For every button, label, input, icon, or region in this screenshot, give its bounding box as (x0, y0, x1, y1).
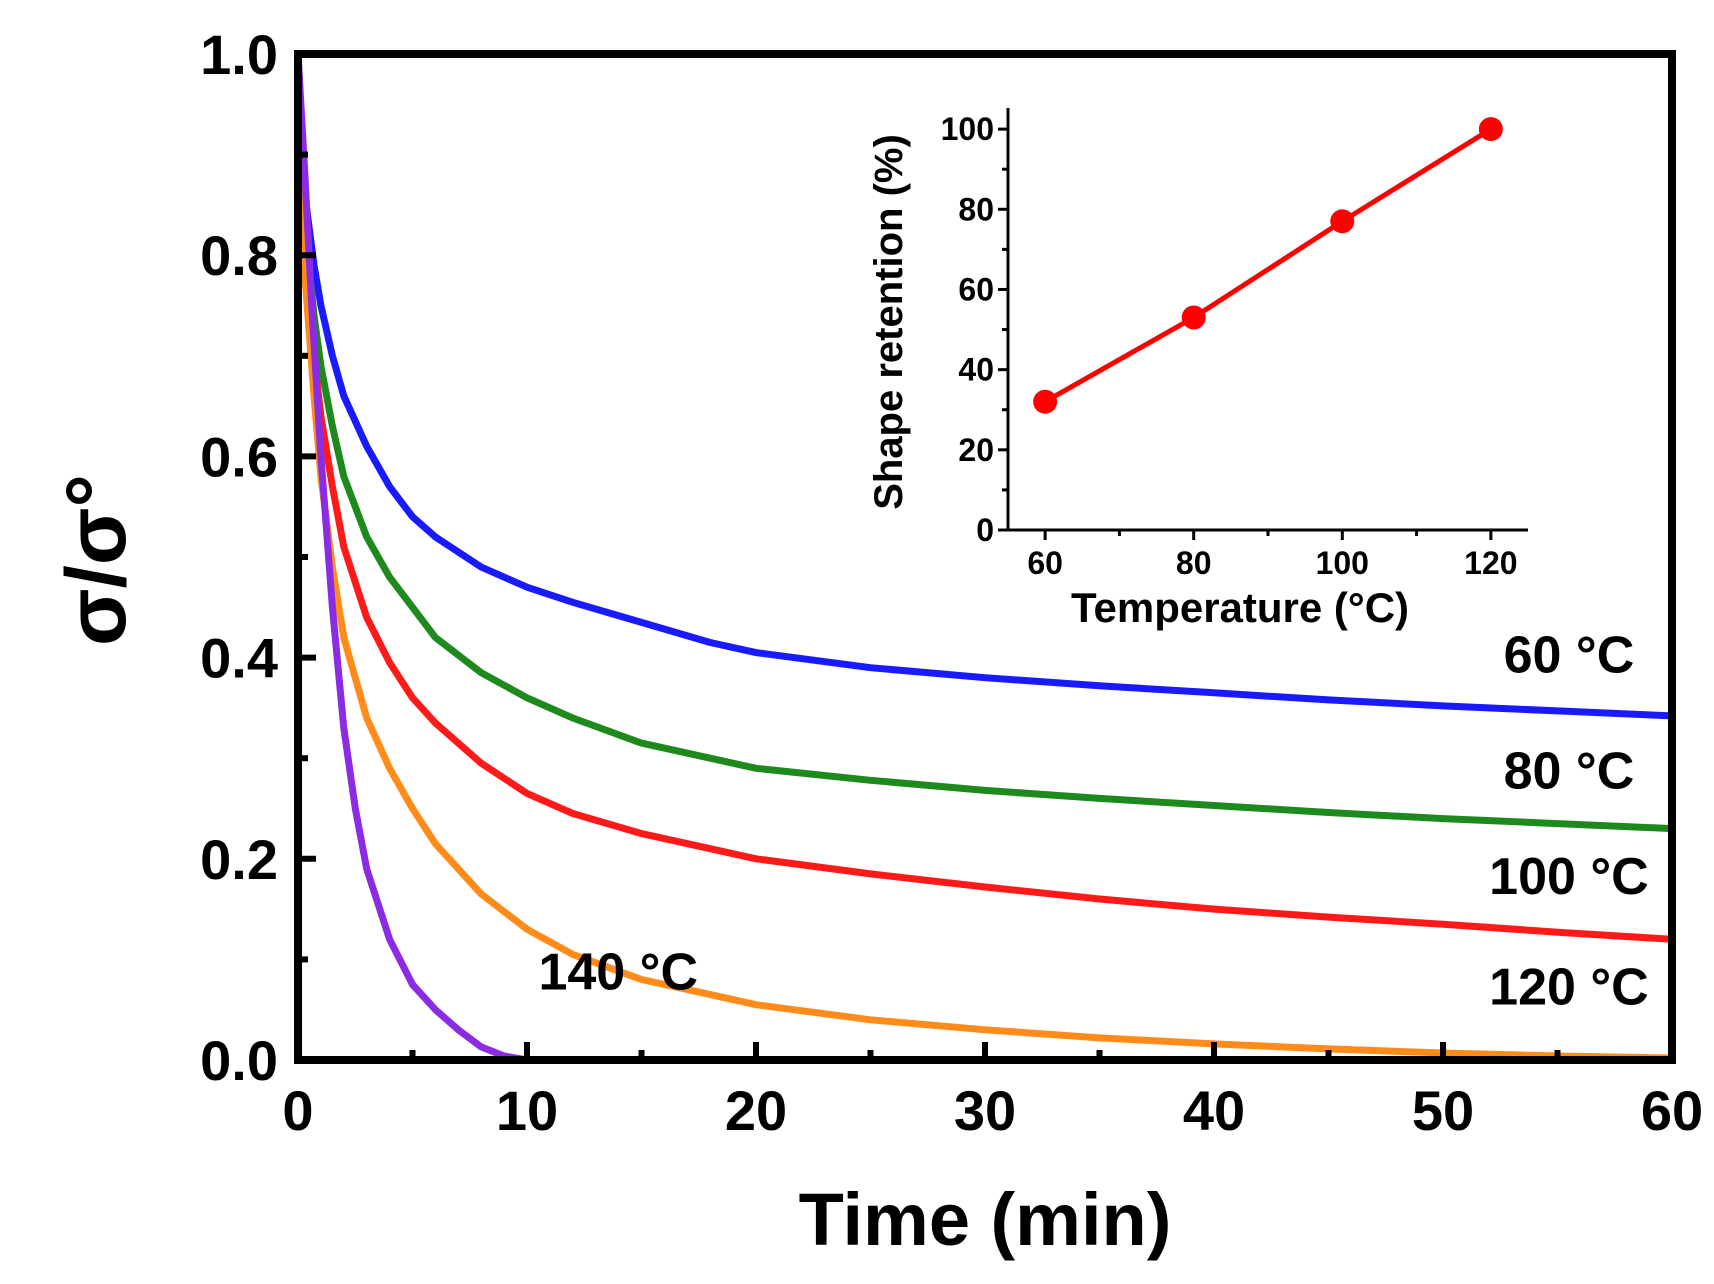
series-line-80c (294, 50, 1676, 833)
inset-y-tick-label: 60 (958, 271, 994, 307)
inset-y-tick-label: 80 (958, 191, 994, 227)
inset-series-line (1043, 126, 1493, 404)
inset-x-tick-label: 60 (1027, 545, 1063, 581)
main-y-tick-label: 0.4 (200, 627, 278, 690)
inset-data-point (1478, 117, 1503, 142)
inset-x-tick-label: 80 (1176, 545, 1212, 581)
main-y-tick-label: 1.0 (200, 23, 278, 86)
inset-y-tick-label: 20 (958, 432, 994, 468)
main-x-tick-label: 10 (496, 1079, 558, 1142)
inset-y-axis-title: Shape retention (%) (867, 134, 911, 510)
inset-x-tick-label: 100 (1316, 545, 1369, 581)
main-y-tick-label: 0.2 (200, 828, 278, 891)
main-y-axis-title: σ/σ° (49, 474, 143, 646)
main-ticks: 0 10 20 30 40 50 60 0.0 0.2 0.4 0.6 0.8 1.0 (200, 23, 1703, 1142)
inset-y-tick-label: 40 (958, 352, 994, 388)
main-x-tick-label: 20 (725, 1079, 787, 1142)
main-y-tick-label: 0.0 (200, 1029, 278, 1092)
main-y-tick-label: 0.6 (200, 425, 278, 488)
main-chart: 0 10 20 30 40 50 60 0.0 0.2 0.4 0.6 0.8 1.0 60 °C 80 … (49, 23, 1703, 1261)
main-series-labels: 60 °C 80 °C 100 °C 120 °C 140 °C (538, 627, 1648, 1017)
series-label-80c: 80 °C (1504, 742, 1635, 800)
series-line-100c (294, 50, 1676, 943)
series-label-100c: 100 °C (1489, 848, 1649, 906)
main-x-axis-title: Time (min) (799, 1178, 1172, 1261)
inset-data-point (1330, 209, 1355, 234)
main-curves (294, 50, 1676, 1064)
main-x-tick-label: 40 (1183, 1079, 1245, 1142)
series-label-60c: 60 °C (1504, 627, 1635, 685)
inset-ticks: 60 80 100 120 0 20 40 60 80 100 (941, 111, 1518, 581)
inset-curves (1033, 117, 1503, 414)
inset-y-tick-label: 100 (941, 111, 994, 147)
inset-data-point (1033, 389, 1058, 414)
main-y-tick-label: 0.8 (200, 224, 278, 287)
main-x-tick-label: 60 (1641, 1079, 1703, 1142)
inset-y-tick-label: 0 (976, 512, 994, 548)
inset-axes (1006, 108, 1528, 532)
inset-x-tick-label: 120 (1464, 545, 1517, 581)
series-label-140c: 140 °C (538, 944, 698, 1002)
main-x-tick-label: 0 (282, 1079, 313, 1142)
series-label-120c: 120 °C (1489, 959, 1649, 1017)
main-x-tick-label: 30 (954, 1079, 1016, 1142)
main-x-tick-label: 50 (1412, 1079, 1474, 1142)
series-line-140c (294, 50, 531, 1064)
inset-data-point (1181, 305, 1206, 330)
series-line-60c (294, 50, 1676, 720)
inset-x-axis-title: Temperature (°C) (1071, 584, 1409, 631)
